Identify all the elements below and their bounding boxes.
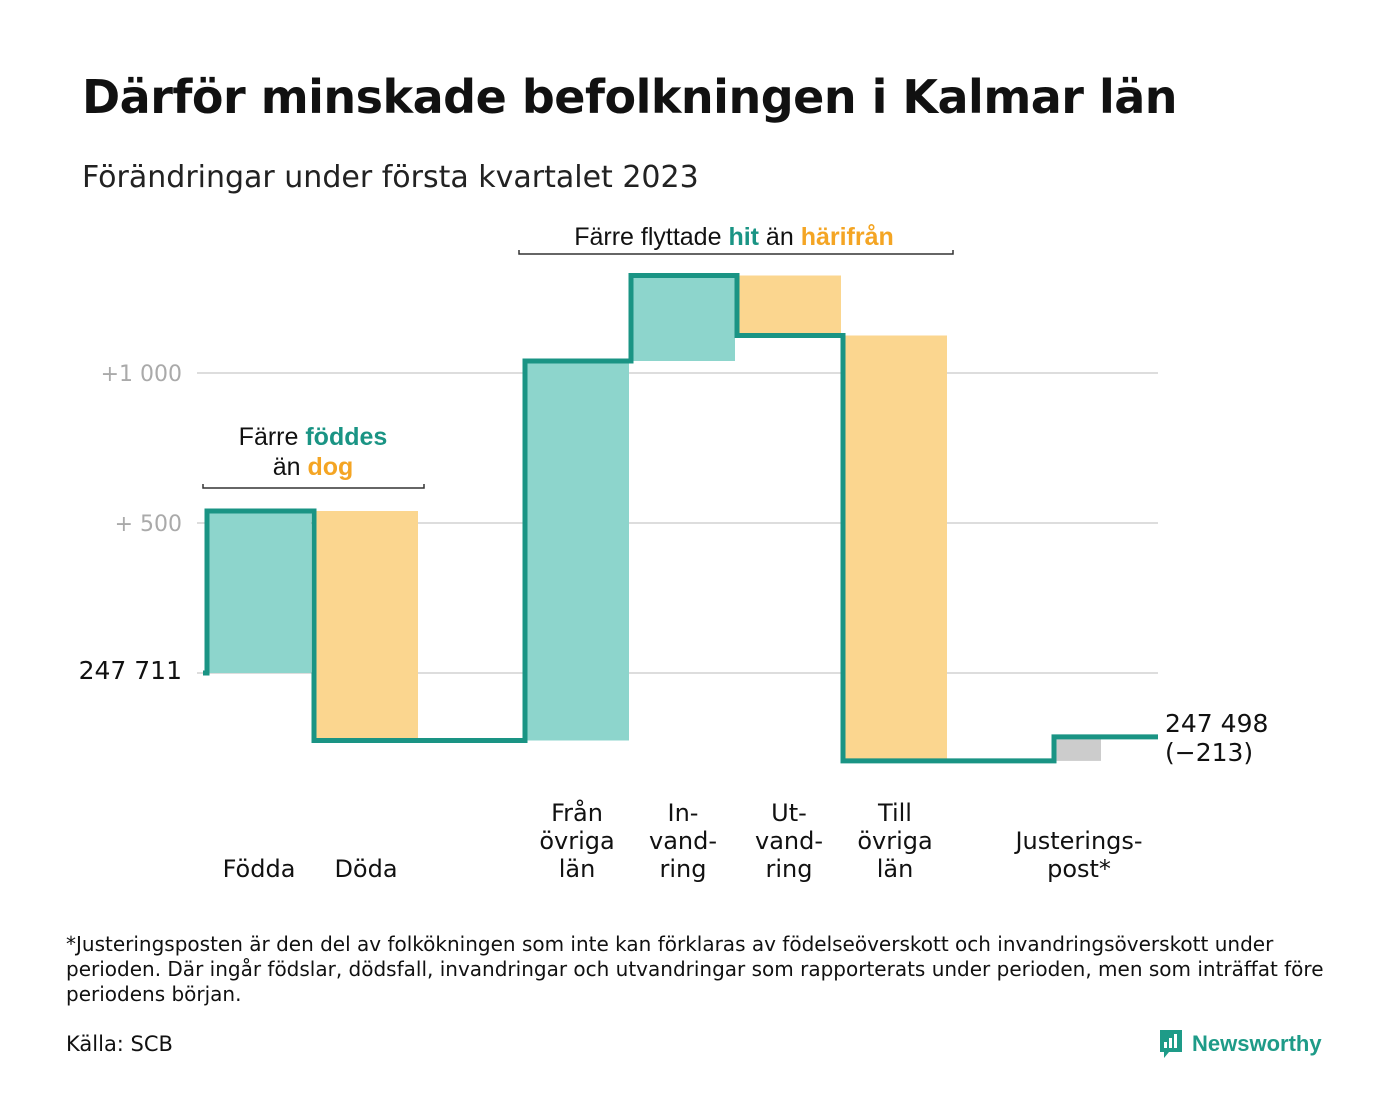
category-label: Från övriga län [539, 798, 614, 883]
category-label: Ut-vand-ring [755, 799, 823, 883]
waterfall-chart: +1 000 + 500 247 711 247 498(−213) Födda Döda… [79, 223, 1269, 883]
footnote: *Justeringsposten är den del av folkökni… [66, 932, 1324, 1006]
category-label: Döda [334, 855, 397, 883]
annotation-text: Färre flyttade hit än härifrån [574, 223, 894, 251]
running-total-line [203, 273, 1158, 764]
brand-name: Newsworthy [1192, 1031, 1322, 1056]
bar-2 [314, 511, 418, 741]
annotation-bracket [202, 484, 425, 489]
bar-3 [525, 361, 629, 741]
end-value-label: 247 498 [1165, 709, 1268, 738]
bar-6 [843, 335, 947, 761]
source-note: Källa: SCB [66, 1032, 173, 1056]
annotation-bracket [518, 250, 954, 255]
y-tick-label: + 500 [115, 512, 182, 537]
newsworthy-logo-icon [1160, 1030, 1182, 1058]
annotation-text: Färre föddes [239, 423, 388, 451]
category-label: Födda [223, 855, 296, 883]
bar-4 [631, 275, 735, 361]
category-label: In-vand-ring [649, 799, 717, 883]
y-tick-label: +1 000 [101, 362, 182, 387]
chart-subtitle: Förändringar under första kvartalet 2023 [82, 160, 699, 195]
category-label: Justerings-post* [1013, 827, 1142, 883]
start-value-label: 247 711 [79, 656, 182, 685]
category-label: Till övriga län [857, 799, 932, 883]
chart-title: Därför minskade befolkningen i Kalmar lä… [82, 70, 1178, 124]
annotation-text: än dog [273, 453, 354, 481]
bar-1 [207, 511, 311, 673]
bar-7 [1054, 736, 1101, 761]
end-change-label: (−213) [1165, 738, 1253, 767]
brand-logo: Newsworthy [1158, 1028, 1322, 1060]
bar-5 [737, 275, 841, 336]
